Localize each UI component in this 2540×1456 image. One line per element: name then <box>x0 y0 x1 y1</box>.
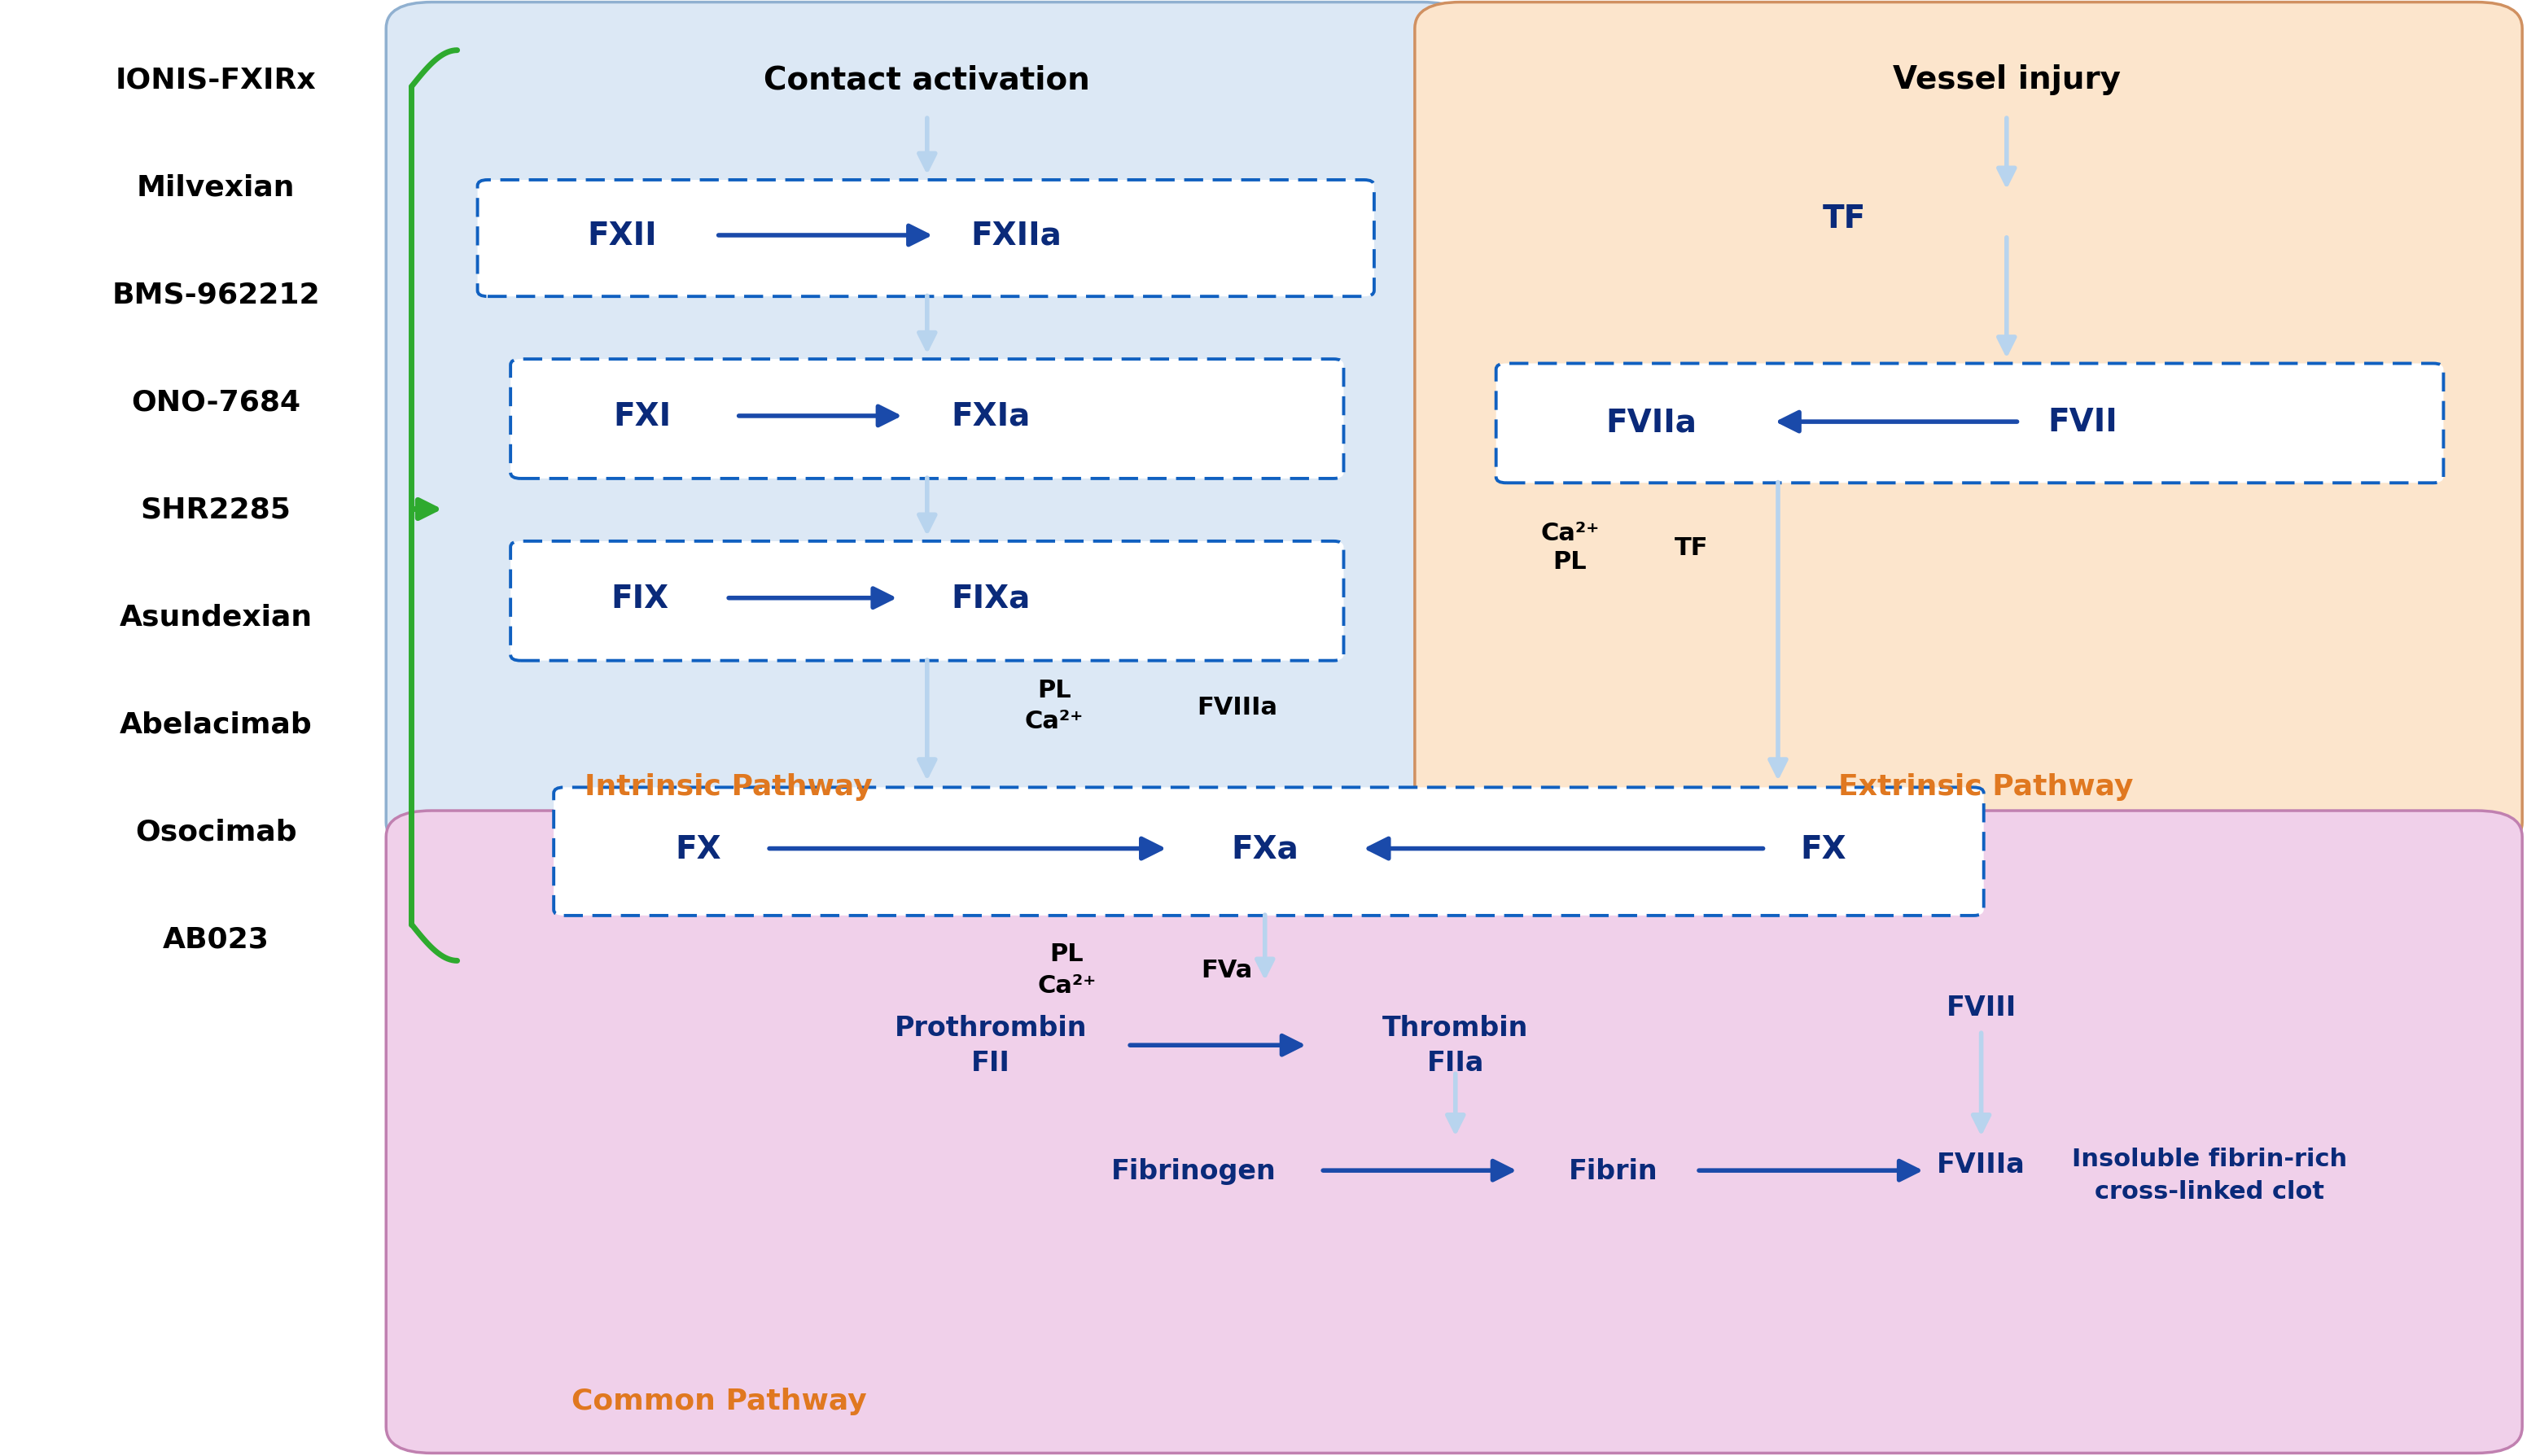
Text: Abelacimab: Abelacimab <box>119 711 312 738</box>
FancyBboxPatch shape <box>386 3 1468 849</box>
Text: FIXa: FIXa <box>950 582 1031 614</box>
Text: Ca²⁺: Ca²⁺ <box>1036 974 1097 997</box>
Text: PL: PL <box>1036 678 1072 702</box>
Text: FXIIa: FXIIa <box>970 220 1062 252</box>
Text: Insoluble fibrin-rich: Insoluble fibrin-rich <box>2073 1147 2347 1171</box>
FancyBboxPatch shape <box>1496 364 2443 483</box>
Text: Asundexian: Asundexian <box>119 603 312 630</box>
Text: FVIIIa: FVIIIa <box>1938 1152 2024 1178</box>
Text: FXIa: FXIa <box>950 400 1031 432</box>
FancyBboxPatch shape <box>511 542 1344 661</box>
FancyBboxPatch shape <box>478 181 1374 297</box>
Text: Prothrombin: Prothrombin <box>894 1015 1087 1041</box>
Text: FX: FX <box>1801 833 1847 865</box>
Text: FXI: FXI <box>615 400 671 432</box>
Text: FVIII: FVIII <box>1946 994 2017 1021</box>
Text: Contact activation: Contact activation <box>765 64 1090 96</box>
Text: FIIa: FIIa <box>1427 1050 1483 1076</box>
Text: FX: FX <box>676 833 721 865</box>
Text: Osocimab: Osocimab <box>135 818 297 846</box>
Text: TF: TF <box>1674 536 1709 559</box>
Text: BMS-962212: BMS-962212 <box>112 281 320 309</box>
Text: AB023: AB023 <box>163 926 269 952</box>
Text: Ca²⁺: Ca²⁺ <box>1024 709 1085 732</box>
FancyBboxPatch shape <box>386 811 2522 1453</box>
Text: FVIIIa: FVIIIa <box>1196 696 1278 719</box>
Text: FVa: FVa <box>1201 958 1252 981</box>
Text: FIX: FIX <box>612 582 668 614</box>
Text: Thrombin: Thrombin <box>1382 1015 1529 1041</box>
Text: FXa: FXa <box>1232 833 1298 865</box>
Text: PL: PL <box>1049 942 1085 965</box>
Text: Fibrin: Fibrin <box>1567 1158 1659 1184</box>
FancyBboxPatch shape <box>1415 3 2522 849</box>
Text: Extrinsic Pathway: Extrinsic Pathway <box>1839 773 2134 799</box>
Text: Vessel injury: Vessel injury <box>1892 64 2121 96</box>
Text: Ca²⁺: Ca²⁺ <box>1539 521 1600 545</box>
FancyBboxPatch shape <box>554 788 1984 916</box>
Text: Common Pathway: Common Pathway <box>572 1388 866 1414</box>
Text: FVIIa: FVIIa <box>1605 406 1697 438</box>
Text: FXII: FXII <box>587 220 658 252</box>
Text: FII: FII <box>970 1050 1011 1076</box>
Text: Milvexian: Milvexian <box>137 173 295 201</box>
Text: cross-linked clot: cross-linked clot <box>2096 1179 2324 1203</box>
Text: SHR2285: SHR2285 <box>140 496 292 523</box>
Text: PL: PL <box>1552 550 1588 574</box>
Text: IONIS-FXIRx: IONIS-FXIRx <box>114 67 318 93</box>
Text: TF: TF <box>1821 202 1867 234</box>
Text: FVII: FVII <box>2047 406 2118 438</box>
Text: Fibrinogen: Fibrinogen <box>1113 1158 1275 1184</box>
Text: ONO-7684: ONO-7684 <box>132 389 300 416</box>
FancyBboxPatch shape <box>511 360 1344 479</box>
Text: Intrinsic Pathway: Intrinsic Pathway <box>584 773 871 799</box>
